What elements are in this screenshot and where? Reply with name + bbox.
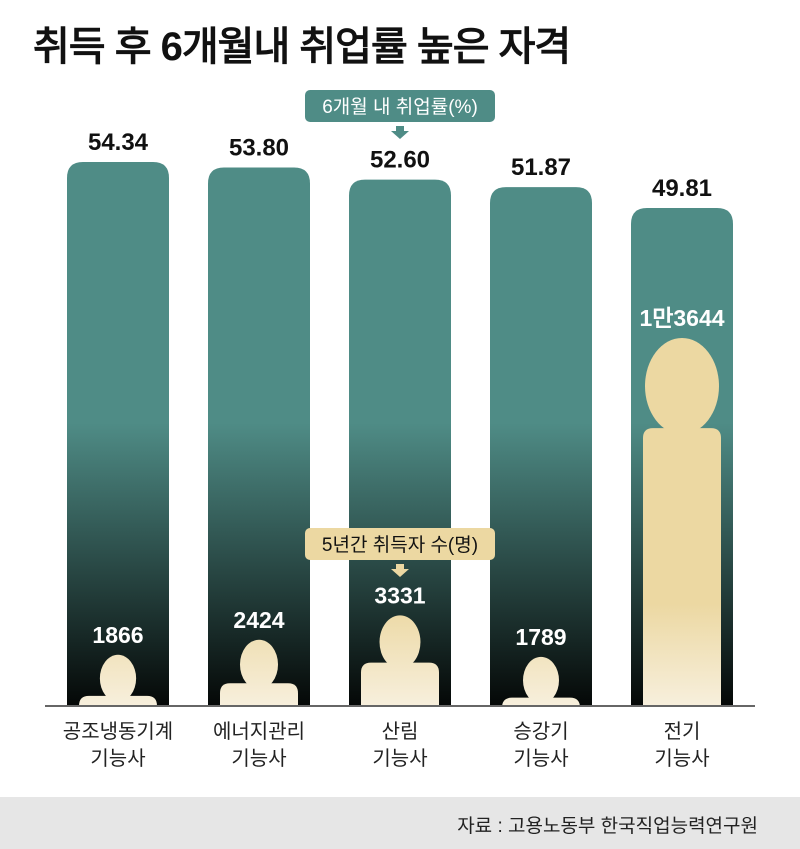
rate-label: 49.81 bbox=[652, 175, 712, 202]
rate-label: 52.60 bbox=[370, 147, 430, 174]
category-label: 기능사 bbox=[231, 747, 286, 770]
category-label: 기능사 bbox=[372, 747, 427, 770]
rate-label: 54.34 bbox=[88, 129, 149, 156]
svg-text:5년간 취득자 수(명): 5년간 취득자 수(명) bbox=[322, 534, 478, 556]
footer-band: 자료 : 고용노동부 한국직업능력연구원 bbox=[0, 797, 800, 849]
rate-label: 53.80 bbox=[229, 134, 289, 161]
bar-employment-rate bbox=[490, 187, 592, 705]
count-label: 2424 bbox=[233, 607, 284, 633]
count-label: 1만3644 bbox=[639, 305, 724, 331]
legend-employment-rate: 6개월 내 취업률(%) bbox=[305, 90, 495, 139]
person-icon bbox=[643, 337, 721, 705]
category-label: 기능사 bbox=[654, 747, 709, 770]
category-label: 에너지관리 bbox=[213, 720, 305, 743]
count-label: 1789 bbox=[515, 624, 566, 650]
category-label: 공조냉동기계 bbox=[63, 720, 173, 743]
rate-label: 51.87 bbox=[511, 154, 571, 181]
person-icon bbox=[502, 656, 580, 708]
category-label: 기능사 bbox=[513, 747, 568, 770]
svg-text:6개월 내 취업률(%): 6개월 내 취업률(%) bbox=[322, 96, 478, 118]
category-label: 산림 bbox=[382, 720, 419, 743]
bar-employment-rate bbox=[67, 162, 169, 705]
legend-acquirers-count: 5년간 취득자 수(명) bbox=[305, 528, 495, 577]
category-label: 기능사 bbox=[90, 747, 145, 770]
chart-title: 취득 후 6개월내 취업률 높은 자격 bbox=[33, 25, 571, 69]
category-label: 전기 bbox=[664, 720, 701, 743]
person-icon bbox=[220, 639, 298, 705]
bar-employment-rate bbox=[208, 167, 310, 705]
arrow-down-icon bbox=[391, 126, 409, 139]
category-label: 승강기 bbox=[513, 720, 568, 743]
person-icon bbox=[79, 654, 157, 706]
person-icon bbox=[361, 615, 439, 705]
bar-employment-rate bbox=[349, 179, 451, 705]
count-label: 1866 bbox=[92, 622, 143, 648]
count-label: 3331 bbox=[374, 582, 425, 608]
arrow-down-icon bbox=[391, 564, 409, 577]
source-note: 자료 : 고용노동부 한국직업능력연구원 bbox=[457, 816, 758, 837]
